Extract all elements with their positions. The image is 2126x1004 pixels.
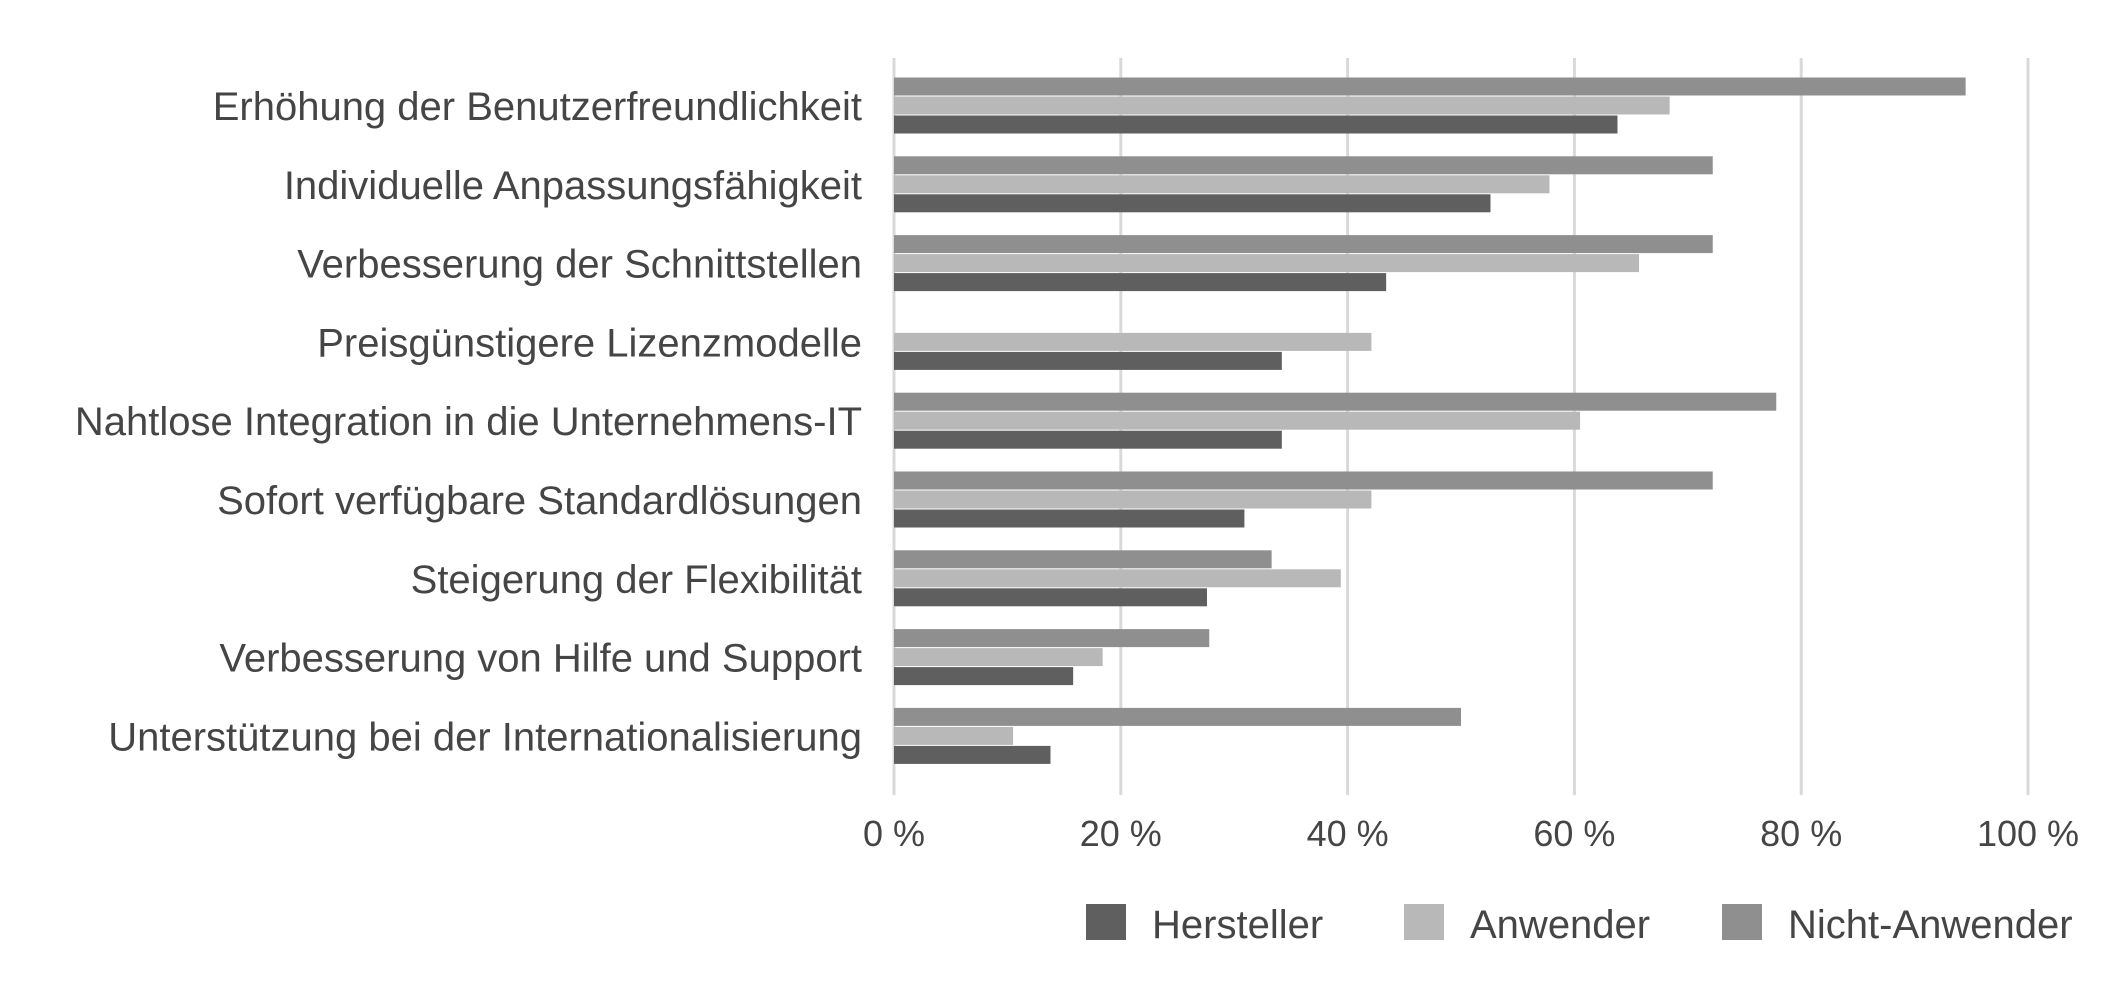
category-label: Individuelle Anpassungsfähigkeit bbox=[284, 164, 862, 208]
category-label: Erhöhung der Benutzerfreundlichkeit bbox=[213, 85, 862, 129]
bar-hersteller bbox=[894, 588, 1207, 607]
category-label: Verbesserung der Schnittstellen bbox=[297, 243, 862, 287]
x-tick-label: 60 % bbox=[1533, 813, 1615, 854]
category-labels: Erhöhung der Benutzerfreundlichkeit Indiv… bbox=[75, 85, 862, 759]
x-tick-label: 40 % bbox=[1307, 813, 1389, 854]
bar-hersteller bbox=[894, 273, 1387, 292]
legend: Hersteller Anwender Nicht-Anwender bbox=[1086, 903, 2073, 947]
bar-hersteller bbox=[894, 745, 1051, 764]
x-tick-label: 80 % bbox=[1760, 813, 1842, 854]
bar-nicht-anwender bbox=[894, 235, 1713, 254]
bar-hersteller bbox=[894, 667, 1074, 686]
category-label: Sofort verfügbare Standardlösungen bbox=[217, 479, 862, 523]
bar-nicht-anwender bbox=[894, 77, 1966, 96]
bar-hersteller bbox=[894, 194, 1491, 213]
bar-nicht-anwender bbox=[894, 392, 1777, 411]
legend-label: Hersteller bbox=[1152, 903, 1323, 947]
bar-nicht-anwender bbox=[894, 629, 1210, 648]
bar-anwender bbox=[894, 726, 1014, 745]
category-label: Unterstützung bei der Internationalisier… bbox=[108, 715, 862, 759]
bar-anwender bbox=[894, 648, 1103, 667]
bar-anwender bbox=[894, 411, 1581, 430]
x-tick-label: 20 % bbox=[1080, 813, 1162, 854]
legend-label: Anwender bbox=[1470, 903, 1650, 947]
bar-nicht-anwender bbox=[894, 156, 1713, 175]
bar-anwender bbox=[894, 175, 1550, 194]
category-label: Nahtlose Integration in die Unternehmens… bbox=[75, 400, 862, 444]
bar-anwender bbox=[894, 569, 1341, 588]
bar-anwender bbox=[894, 96, 1670, 115]
bar-hersteller bbox=[894, 115, 1618, 134]
legend-swatch bbox=[1086, 904, 1126, 940]
bar-hersteller bbox=[894, 509, 1245, 528]
x-tick-label: 0 % bbox=[863, 813, 925, 854]
legend-swatch bbox=[1722, 904, 1762, 940]
bar-nicht-anwender bbox=[894, 550, 1272, 569]
x-tick-labels: 0 % 20 % 40 % 60 % 80 % 100 % bbox=[863, 813, 2079, 854]
bars bbox=[894, 77, 1966, 764]
bar-nicht-anwender bbox=[894, 471, 1713, 490]
category-label: Steigerung der Flexibilität bbox=[411, 558, 862, 602]
bar-hersteller bbox=[894, 351, 1282, 370]
category-label: Preisgünstigere Lizenzmodelle bbox=[317, 321, 862, 365]
legend-swatch bbox=[1404, 904, 1444, 940]
x-tick-label: 100 % bbox=[1977, 813, 2079, 854]
bar-hersteller bbox=[894, 430, 1282, 449]
legend-label: Nicht-Anwender bbox=[1788, 903, 2073, 947]
bar-anwender bbox=[894, 490, 1372, 509]
category-label: Verbesserung von Hilfe und Support bbox=[219, 637, 862, 681]
bar-nicht-anwender bbox=[894, 707, 1461, 726]
bar-anwender bbox=[894, 254, 1640, 273]
bar-anwender bbox=[894, 332, 1372, 351]
